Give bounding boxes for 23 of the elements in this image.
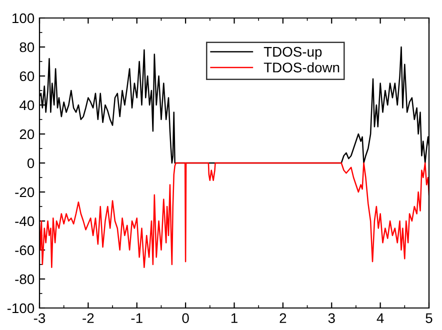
x-tick-label: -2 <box>82 313 94 323</box>
legend-label: TDOS-up <box>264 46 322 60</box>
y-tick-label: -20 <box>15 187 34 198</box>
legend-label: TDOS-down <box>264 62 340 72</box>
x-tick-label: 3 <box>328 313 335 324</box>
y-tick-label: -40 <box>15 216 34 226</box>
x-tick-label: 4 <box>376 313 384 323</box>
y-tick-label: 100 <box>12 13 34 24</box>
y-tick-label: 0 <box>27 158 34 168</box>
y-tick-label: 20 <box>20 129 34 140</box>
x-tick-label: -1 <box>131 313 142 323</box>
y-tick-label: -80 <box>15 274 34 284</box>
y-tick-label: 80 <box>20 42 34 52</box>
y-tick-label: 60 <box>20 71 34 82</box>
y-tick-label: 40 <box>20 100 34 110</box>
x-tick-label: 0 <box>182 313 189 324</box>
x-tick-label: 2 <box>280 313 286 323</box>
line-series <box>40 162 429 268</box>
y-tick-label: -60 <box>15 245 34 256</box>
x-tick-label: 5 <box>426 313 432 324</box>
x-tick-label: 1 <box>231 313 238 323</box>
y-tick-label: -100 <box>7 303 34 314</box>
x-tick-label: -3 <box>34 313 46 324</box>
